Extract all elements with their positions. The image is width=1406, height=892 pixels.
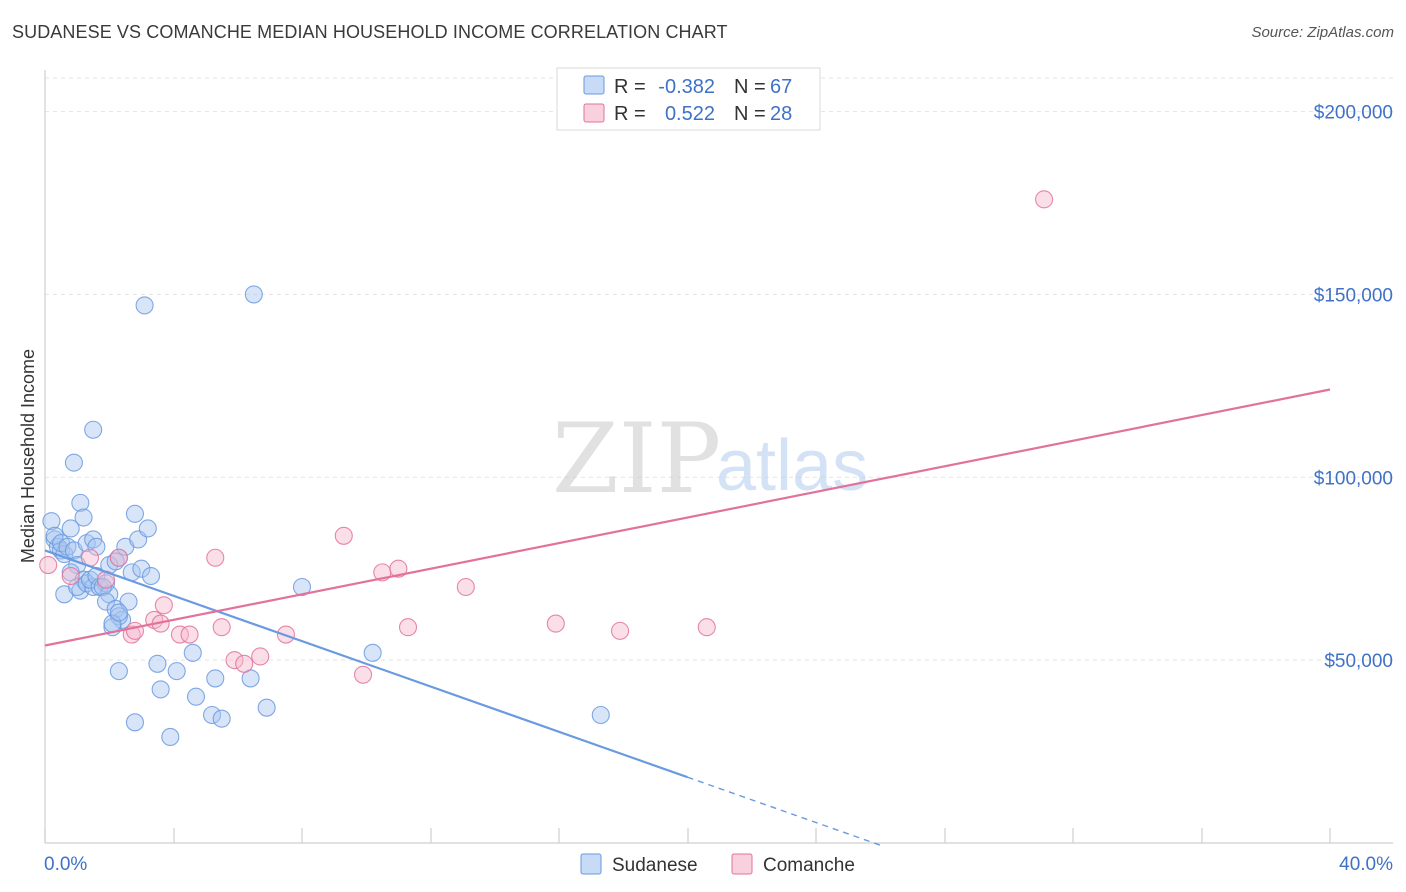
scatter-point-sudanese	[74, 508, 93, 527]
legend-swatch-comanche	[583, 103, 605, 123]
y-axis-label: Median Household Income	[18, 349, 38, 563]
legend-r-label: R =	[614, 103, 646, 125]
scatter-point-comanche	[1035, 190, 1054, 209]
scatter-point-sudanese	[135, 296, 154, 315]
scatter-point-sudanese	[138, 519, 157, 538]
legend-n-label: N =	[734, 103, 766, 125]
y-tick-label: $50,000	[1324, 651, 1393, 672]
scatter-point-sudanese	[186, 687, 206, 706]
scatter-point-comanche	[389, 559, 408, 578]
source-label: Source: ZipAtlas.com	[1251, 24, 1394, 41]
scatter-point-comanche	[225, 651, 244, 670]
watermark-zip: ZIP	[552, 403, 721, 515]
trend-line-extension-sudanese	[687, 776, 881, 846]
x-tick-label-min: 0.0%	[44, 854, 87, 875]
scatter-point-sudanese	[61, 519, 80, 538]
scatter-point-sudanese	[151, 680, 170, 699]
scatter-point-sudanese	[183, 643, 202, 662]
scatter-point-comanche	[154, 596, 173, 615]
scatter-point-comanche	[610, 621, 630, 640]
scatter-point-sudanese	[292, 577, 312, 597]
scatter-point-sudanese	[363, 643, 382, 662]
scatter-point-sudanese	[206, 669, 225, 688]
scatter-point-sudanese	[109, 603, 128, 622]
scatter-point-sudanese	[244, 285, 263, 304]
scatter-point-comanche	[334, 526, 353, 545]
scatter-point-comanche	[546, 614, 565, 633]
y-tick-label: $100,000	[1314, 468, 1393, 489]
scatter-point-sudanese	[109, 662, 128, 681]
scatter-point-comanche	[180, 625, 199, 644]
watermark-atlas: atlas	[716, 426, 868, 506]
legend-r-label: R =	[614, 76, 646, 98]
x-axis-ticks	[44, 828, 1331, 843]
scatter-point-sudanese	[96, 592, 116, 611]
scatter-point-sudanese	[125, 713, 144, 732]
legend-box: R = -0.382 N = 67 R = 0.522 N = 28	[556, 67, 821, 131]
scatter-point-comanche	[697, 618, 716, 637]
scatter-point-comanche	[109, 548, 128, 567]
scatter-point-sudanese	[148, 654, 167, 673]
legend-r-value-sudanese: -0.382	[658, 76, 715, 98]
legend-n-label: N =	[734, 76, 766, 98]
scatter-point-comanche	[251, 647, 270, 666]
scatter-point-sudanese	[141, 566, 161, 586]
bottom-legend-swatch-sudanese	[580, 853, 602, 875]
scatter-point-sudanese	[42, 512, 61, 531]
scatter-point-sudanese	[45, 526, 64, 545]
scatter-point-sudanese	[84, 420, 103, 439]
scatter-point-sudanese	[591, 705, 610, 725]
scatter-point-comanche	[235, 654, 254, 673]
trend-lines	[44, 388, 1331, 846]
scatter-point-comanche	[353, 665, 373, 684]
trend-line-sudanese	[44, 549, 688, 779]
scatter-point-comanche	[398, 618, 418, 637]
scatter-point-comanche	[39, 556, 58, 575]
scatter-point-sudanese	[87, 537, 106, 556]
scatter-point-comanche	[170, 625, 189, 644]
y-tick-labels: $50,000 $100,000 $150,000 $200,000	[1314, 103, 1393, 673]
legend-swatch-sudanese	[583, 75, 605, 95]
x-tick-label-max: 40.0%	[1339, 854, 1393, 875]
gridlines	[45, 77, 1393, 661]
scatter-point-comanche	[125, 621, 144, 640]
scatter-point-comanche	[61, 566, 80, 586]
chart-title: SUDANESE VS COMANCHE MEDIAN HOUSEHOLD IN…	[12, 22, 728, 42]
bottom-legend-swatch-comanche	[731, 853, 753, 875]
scatter-point-sudanese	[203, 705, 222, 725]
series-comanche-points	[39, 190, 1054, 684]
y-tick-label: $150,000	[1314, 285, 1393, 306]
legend-r-value-comanche: 0.522	[665, 103, 715, 125]
scatter-point-comanche	[456, 577, 475, 597]
scatter-point-sudanese	[71, 493, 90, 512]
bottom-legend: Sudanese Comanche	[580, 853, 855, 876]
bottom-legend-label-comanche: Comanche	[763, 855, 855, 876]
scatter-point-sudanese	[132, 559, 151, 578]
scatter-point-comanche	[212, 618, 231, 637]
scatter-point-sudanese	[161, 727, 180, 746]
y-tick-label: $200,000	[1314, 103, 1393, 124]
bottom-legend-label-sudanese: Sudanese	[612, 855, 698, 876]
scatter-point-sudanese	[167, 662, 186, 681]
scatter-point-sudanese	[64, 453, 83, 472]
legend-n-value-sudanese: 67	[770, 76, 792, 98]
scatter-point-sudanese	[212, 709, 231, 728]
scatter-point-sudanese	[257, 698, 276, 717]
scatter-point-comanche	[206, 548, 225, 567]
legend-n-value-comanche: 28	[770, 103, 792, 125]
series-sudanese-points	[42, 285, 610, 746]
trend-line-comanche	[44, 388, 1331, 647]
scatter-point-sudanese	[125, 504, 144, 523]
